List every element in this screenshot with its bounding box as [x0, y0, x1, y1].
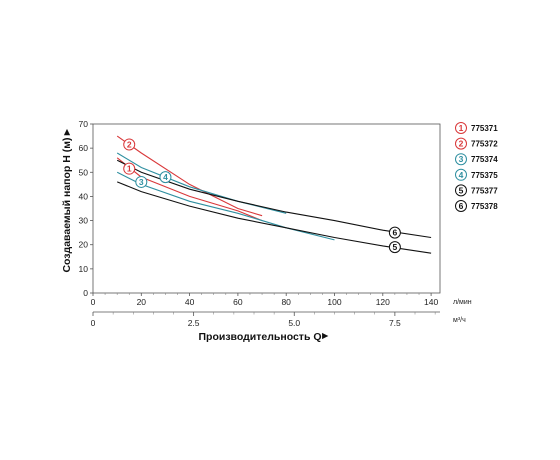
curve-marker-label: 3	[139, 177, 144, 187]
legend: 1 775371 2 775372 3 775374 4 775375 5 775377 6 7753…	[455, 122, 498, 212]
x-tick-label: 0	[91, 297, 96, 307]
curve-marker-6	[388, 226, 401, 239]
legend-marker-1	[455, 122, 467, 134]
legend-marker-label: 5	[459, 185, 464, 195]
x2-axis-unit: м³/ч	[453, 317, 466, 324]
curve-marker-2	[123, 138, 136, 151]
y-tick-label: 20	[79, 240, 89, 250]
y-tick-label: 60	[79, 143, 89, 153]
legend-marker-label: 6	[459, 201, 464, 211]
curve-marker-label: 5	[393, 242, 398, 252]
curve-marker-4	[159, 171, 172, 184]
series-lines	[116, 135, 432, 254]
x-tick-label: 20	[137, 297, 147, 307]
y-tick-label: 70	[79, 119, 89, 129]
x-tick-label: 120	[376, 297, 390, 307]
legend-marker-2	[455, 137, 467, 150]
series-line-775377	[116, 181, 432, 254]
series-line-775374	[116, 171, 335, 241]
x-tick-label: 40	[185, 297, 195, 307]
x2-tick-label: 0	[91, 318, 96, 328]
curve-marker-1	[123, 162, 136, 175]
series-markers: 1 2 3 4 5 6	[123, 138, 401, 254]
legend-marker-label: 1	[459, 123, 464, 133]
x2-tick-label: 5.0	[288, 318, 300, 328]
legend-marker-4	[455, 168, 467, 181]
series-line-775378	[116, 159, 432, 239]
y-axis-arrow-icon: ►	[61, 127, 73, 137]
legend-marker-label: 3	[459, 154, 464, 164]
x-tick-label: 60	[233, 297, 243, 307]
x-tick-label: 100	[327, 297, 341, 307]
y-axis-title: Создаваемый напор H (м)	[61, 137, 73, 272]
x-axis-arrow-icon: ►	[320, 330, 330, 342]
x-axis-title: Производительность Q	[198, 331, 321, 343]
x-tick-label: 140	[424, 297, 438, 307]
legend-marker-6	[455, 200, 467, 212]
curve-marker-label: 1	[127, 164, 132, 174]
legend-marker-3	[455, 153, 467, 166]
legend-entry-775372: 775372	[471, 140, 498, 149]
x-axis-unit: л/мин	[453, 299, 472, 306]
curve-marker-5	[388, 241, 401, 254]
legend-entry-775378: 775378	[471, 202, 498, 211]
curve-marker-label: 4	[163, 172, 168, 182]
y-tick-label: 0	[83, 288, 88, 298]
plot-frame	[92, 123, 441, 294]
y-tick-label: 30	[79, 216, 89, 226]
x2-tick-label: 2.5	[188, 318, 200, 328]
axes: 0 10 20 30 40 50 60 70 0 20 40 60 80 100 120 140 0 2.5 5.0…	[79, 119, 441, 328]
y-tick-label: 10	[79, 264, 89, 274]
legend-marker-label: 2	[459, 139, 464, 149]
legend-entry-775375: 775375	[471, 171, 498, 180]
curve-marker-label: 6	[393, 228, 398, 238]
legend-marker-5	[455, 184, 467, 197]
legend-entry-775377: 775377	[471, 186, 498, 195]
curve-marker-label: 2	[127, 140, 132, 150]
x2-tick-label: 7.5	[389, 318, 401, 328]
legend-marker-label: 4	[459, 170, 464, 180]
curve-marker-3	[135, 175, 148, 188]
y-tick-label: 50	[79, 167, 89, 177]
y-tick-label: 40	[79, 191, 89, 201]
legend-entry-775374: 775374	[471, 155, 498, 164]
legend-entry-775371: 775371	[471, 124, 498, 133]
x-tick-label: 80	[281, 297, 291, 307]
